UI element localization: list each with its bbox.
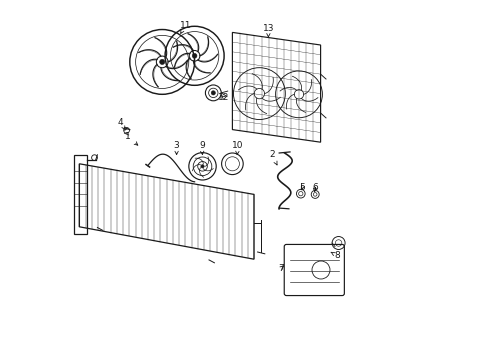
Text: 4: 4 — [118, 118, 125, 130]
Circle shape — [201, 165, 204, 168]
Text: 7: 7 — [278, 264, 284, 273]
Text: 11: 11 — [180, 21, 192, 33]
Text: 8: 8 — [331, 251, 340, 260]
Text: 3: 3 — [174, 141, 179, 154]
Circle shape — [192, 53, 197, 58]
Text: 10: 10 — [232, 141, 244, 154]
Text: 13: 13 — [263, 24, 274, 37]
Circle shape — [160, 59, 165, 64]
Text: 5: 5 — [300, 183, 305, 192]
Circle shape — [211, 91, 216, 95]
Text: 2: 2 — [269, 150, 277, 165]
Text: 1: 1 — [125, 132, 138, 145]
Text: 12: 12 — [218, 93, 229, 102]
Text: 9: 9 — [199, 141, 205, 154]
Text: 6: 6 — [312, 183, 318, 192]
